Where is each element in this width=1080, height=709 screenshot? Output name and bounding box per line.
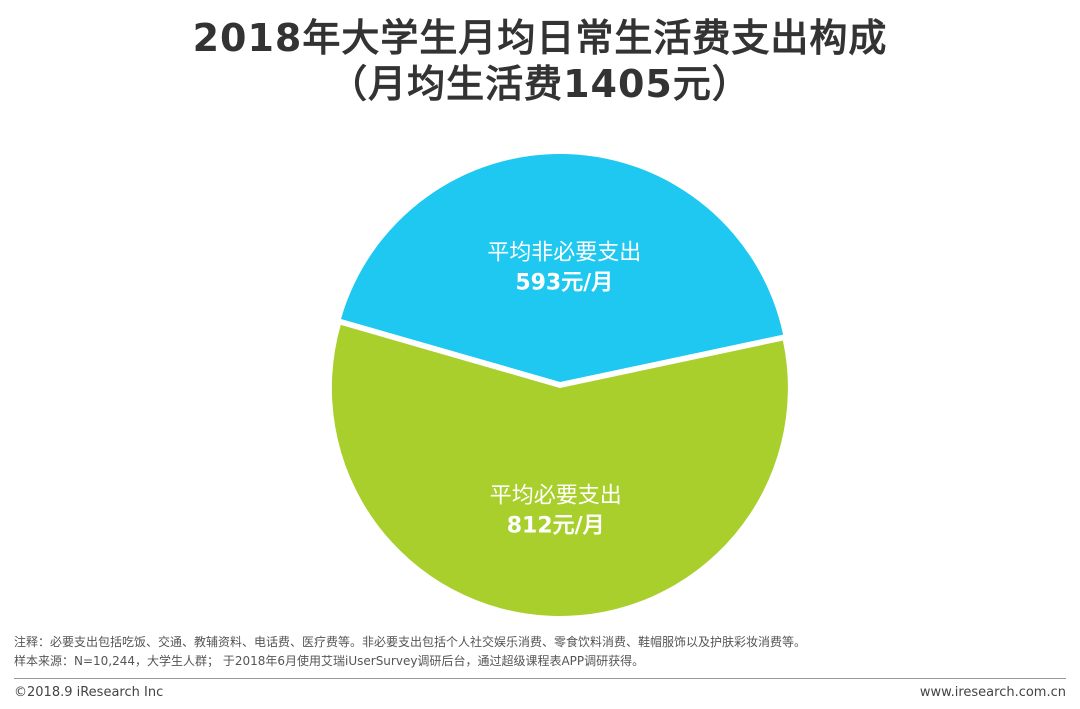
slice-label-value: 812元/月 <box>507 513 605 538</box>
slice-label-name: 平均必要支出 <box>490 483 622 508</box>
pie-slice-non-essential <box>341 154 784 383</box>
chart-subtitle: （月均生活费1405元） <box>329 62 751 106</box>
chart-title: 2018年大学生月均日常生活费支出构成 <box>192 16 888 60</box>
footer-divider <box>14 678 1066 679</box>
slice-label-name: 平均非必要支出 <box>487 241 641 266</box>
copyright-text: ©2018.9 iResearch Inc <box>14 685 164 700</box>
website-link[interactable]: www.iresearch.com.cn <box>919 685 1066 700</box>
footnote-sample-source: 样本来源：N=10,244，大学生人群； 于2018年6月使用艾瑞iUserSu… <box>14 654 645 668</box>
slice-label-value: 593元/月 <box>515 271 613 296</box>
footnote-definitions: 注释：必要支出包括吃饭、交通、教辅资料、电话费、医疗费等。非必要支出包括个人社交… <box>14 635 807 649</box>
pie-slice-essential <box>331 324 788 616</box>
